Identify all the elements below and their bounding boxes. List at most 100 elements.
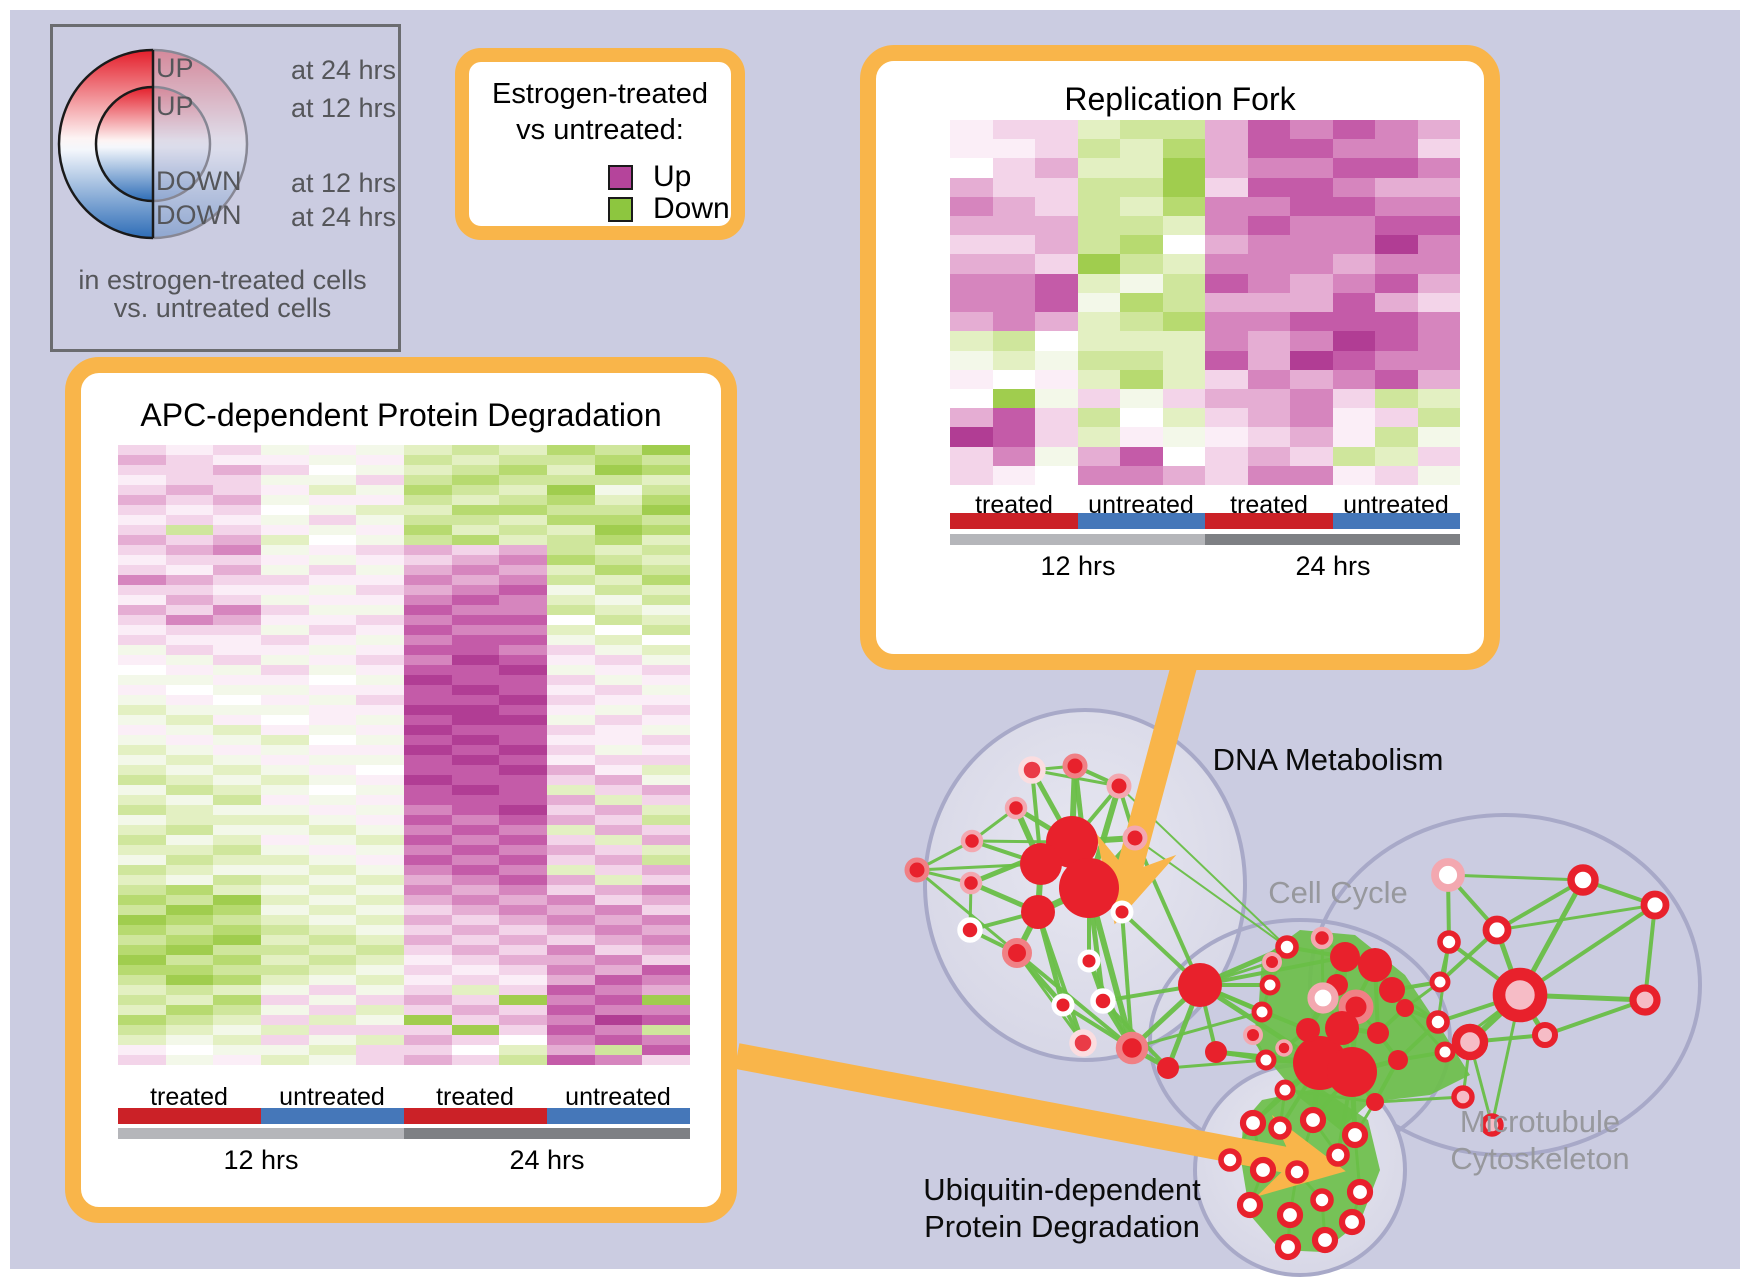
heatmap-cell xyxy=(213,835,261,845)
heatmap-cell xyxy=(594,945,643,955)
heatmap-cell xyxy=(547,715,595,725)
heatmap-cell xyxy=(404,575,452,585)
heatmap-cell xyxy=(356,755,404,765)
heatmap-cell xyxy=(1375,427,1418,447)
heatmap-cell xyxy=(356,865,404,875)
ring-caption-line1: in estrogen-treated cells xyxy=(78,265,367,295)
heatmap-cell xyxy=(642,605,690,615)
heatmap-cell xyxy=(165,1005,214,1015)
heatmap-cell xyxy=(1035,312,1078,332)
heatmap-cell xyxy=(1205,427,1248,447)
ring-caption-line2: vs. untreated cells xyxy=(113,293,332,323)
heatmap-cell xyxy=(547,895,595,905)
heatmap-cell xyxy=(118,805,166,815)
heatmap-cell xyxy=(356,645,404,655)
heatmap-cell xyxy=(1247,292,1290,313)
heatmap-cell xyxy=(642,1055,690,1065)
heatmap-cell xyxy=(499,765,547,775)
heatmap-cell xyxy=(1077,216,1120,236)
heatmap-cell xyxy=(261,975,309,985)
gene-node-pink xyxy=(1310,926,1334,950)
heatmap-cell xyxy=(992,408,1035,428)
heatmap-cell xyxy=(950,292,993,313)
heatmap-cell xyxy=(118,465,166,475)
heatmap-cell xyxy=(499,625,547,635)
heatmap-cell xyxy=(118,765,166,775)
heatmap-cell xyxy=(547,835,595,845)
heatmap-cell xyxy=(213,915,261,925)
heatmap-cell xyxy=(992,177,1035,197)
heatmap-cell xyxy=(213,955,261,965)
heatmap-cell xyxy=(165,555,214,565)
heatmap-cell xyxy=(594,625,643,635)
heatmap-cell xyxy=(594,485,643,495)
heatmap-cell xyxy=(213,995,261,1005)
heatmap-cell xyxy=(992,120,1035,140)
heatmap-cell xyxy=(404,615,452,625)
heatmap-cell xyxy=(356,635,404,645)
heatmap-cell xyxy=(1120,292,1163,313)
heatmap-cell xyxy=(1332,196,1375,217)
heatmap-cell xyxy=(642,905,690,915)
heatmap-cell xyxy=(261,685,309,695)
heatmap-cell xyxy=(594,545,643,555)
heatmap-cell xyxy=(308,935,357,945)
heatmap-cell xyxy=(118,795,166,805)
heatmap-cell xyxy=(499,825,547,835)
heatmap-cell xyxy=(1417,216,1460,236)
heatmap-cell xyxy=(1120,216,1163,236)
heatmap-cell xyxy=(261,595,309,605)
heatmap-cell xyxy=(213,1015,261,1025)
heatmap-cell xyxy=(1375,196,1418,217)
heatmap-cell xyxy=(1162,177,1205,197)
heatmap-cell xyxy=(451,745,500,755)
heatmap-cell xyxy=(1375,158,1418,178)
heatmap-cell xyxy=(213,695,261,705)
heatmap-cell xyxy=(1162,331,1205,351)
heatmap-cell xyxy=(642,885,690,895)
heatmap-cell xyxy=(213,845,261,855)
heatmap-cell xyxy=(404,865,452,875)
heatmap-cell xyxy=(642,745,690,755)
heatmap-cell xyxy=(499,925,547,935)
heatmap-cell xyxy=(404,1035,452,1045)
heatmap-cell xyxy=(1375,292,1418,313)
gene-node-rw xyxy=(1255,1049,1277,1071)
heatmap-cell xyxy=(1332,216,1375,236)
heatmap-cell xyxy=(213,1045,261,1055)
heatmap-cell xyxy=(547,825,595,835)
gene-node-solid xyxy=(1396,999,1414,1017)
heatmap-cell xyxy=(992,465,1035,485)
heatmap-cell xyxy=(451,1055,500,1065)
heatmap-cell xyxy=(950,369,993,389)
heatmap-cell xyxy=(404,685,452,695)
heatmap-cell xyxy=(213,935,261,945)
gene-node-rw xyxy=(1275,935,1299,959)
heatmap-cell xyxy=(404,645,452,655)
heatmap-cell xyxy=(261,935,309,945)
heatmap-cell xyxy=(213,705,261,715)
heatmap-cell xyxy=(308,665,357,675)
gene-node-solid xyxy=(1020,843,1062,885)
heatmap-cell xyxy=(547,665,595,675)
heatmap-cell xyxy=(547,775,595,785)
heatmap-cell xyxy=(308,485,357,495)
heatmap-cell xyxy=(1332,408,1375,428)
heatmap-cell xyxy=(1290,177,1333,197)
heatmap-cell xyxy=(547,705,595,715)
heatmap-cell xyxy=(118,705,166,715)
heatmap-cell xyxy=(356,835,404,845)
heatmap-cell xyxy=(261,475,309,485)
gene-node-solid xyxy=(1366,1093,1384,1111)
heatmap-cell xyxy=(499,1015,547,1025)
heatmap-cell xyxy=(950,273,993,293)
heatmap-cell xyxy=(642,615,690,625)
heatmap-cell xyxy=(950,235,993,255)
apc-group-label-treated-24: treated xyxy=(436,1083,514,1111)
heatmap-cell xyxy=(118,885,166,895)
gene-node-rp xyxy=(1492,967,1548,1023)
heatmap-cell xyxy=(547,975,595,985)
heatmap-cell xyxy=(1375,235,1418,255)
heatmap-cell xyxy=(1290,465,1333,485)
heatmap-cell xyxy=(118,575,166,585)
